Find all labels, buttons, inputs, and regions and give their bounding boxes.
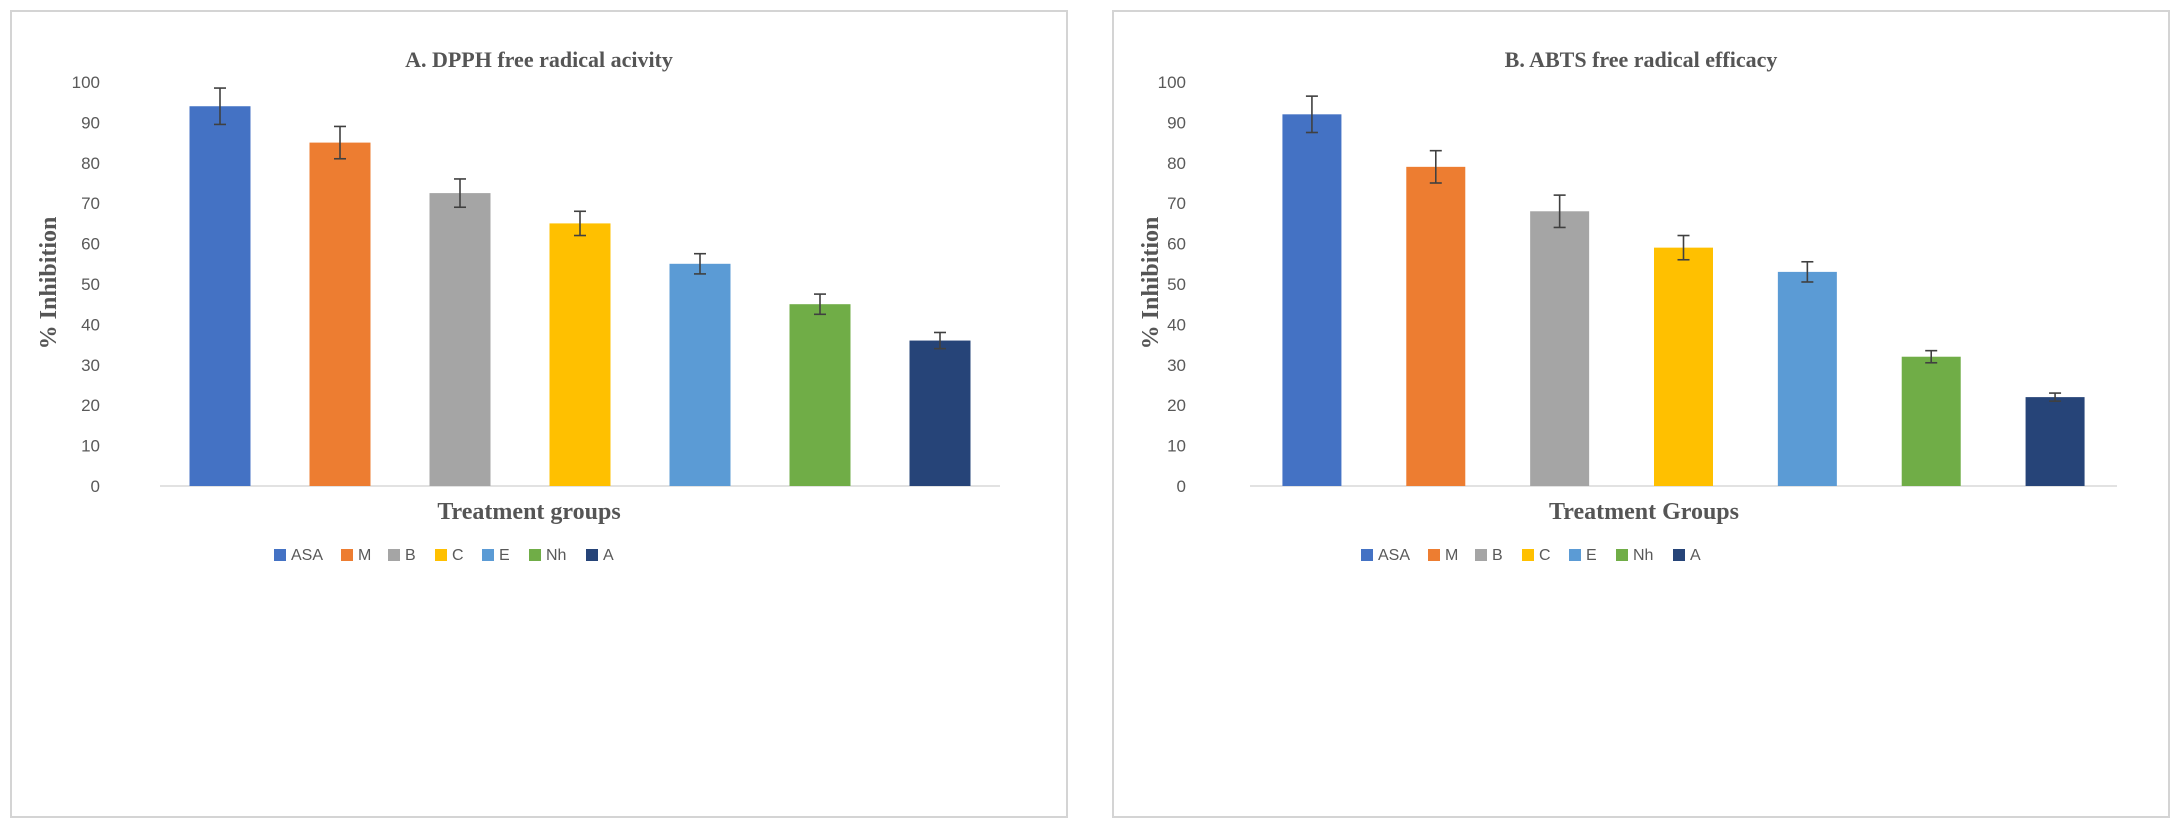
legend-label-e: E	[1586, 547, 1597, 564]
legend-label-asa: ASA	[1378, 547, 1410, 564]
plot-area: 0 10 20 30 40 50 60 70 80 90 100	[1158, 73, 2117, 496]
bar-nh	[789, 304, 851, 486]
legend-label-m: M	[1445, 547, 1458, 564]
legend-swatch-a	[586, 549, 598, 561]
legend-swatch-nh	[1616, 549, 1628, 561]
y-tick-label: 10	[81, 437, 100, 456]
legend-swatch-m	[1428, 549, 1440, 561]
legend-label-nh: Nh	[1633, 547, 1653, 564]
error-bar-c	[1677, 234, 1690, 261]
legend-swatch-c	[435, 549, 447, 561]
y-tick-label: 80	[81, 154, 100, 173]
error-bar-nh	[814, 293, 826, 316]
y-tick-label: 70	[81, 194, 100, 213]
chart-abts: B. ABTS free radical efficacy Treatment …	[1138, 47, 2117, 564]
y-tick-label: 30	[1167, 356, 1186, 375]
y-tick-label: 20	[81, 396, 100, 415]
bar-asa	[189, 106, 251, 487]
error-bar-e	[694, 252, 706, 275]
legend-swatch-e	[1569, 549, 1581, 561]
chart-title: B. ABTS free radical efficacy	[1505, 47, 1778, 72]
y-axis-label: % Inhibition	[36, 217, 62, 350]
y-tick-label: 90	[1167, 113, 1186, 132]
y-tick-label: 80	[1167, 154, 1186, 173]
legend-label-nh: Nh	[546, 547, 566, 564]
error-bar-a	[934, 331, 946, 350]
y-tick-label: 0	[91, 477, 100, 496]
bar-c	[1654, 247, 1713, 486]
legend-swatch-asa	[1361, 549, 1373, 561]
error-bar-b	[1553, 194, 1566, 229]
x-axis-label: Treatment Groups	[1549, 499, 1739, 525]
y-tick-label: 60	[81, 235, 100, 254]
legend-label-a: A	[603, 547, 614, 564]
legend-swatch-e	[482, 549, 494, 561]
legend-swatch-asa	[274, 549, 286, 561]
legend: ASA M B C E Nh A	[1361, 547, 1701, 564]
legend-label-m: M	[358, 547, 371, 564]
legend-label-asa: ASA	[291, 547, 323, 564]
y-tick-label: 10	[1167, 437, 1186, 456]
bar-e	[1777, 271, 1837, 486]
y-tick-label: 50	[81, 275, 100, 294]
bar-m	[309, 142, 371, 486]
bar-asa	[1282, 114, 1342, 486]
error-bar-a	[2049, 392, 2062, 402]
error-bar-asa	[214, 87, 226, 126]
legend-label-b: B	[1492, 547, 1503, 564]
legend-swatch-b	[1475, 549, 1487, 561]
y-tick-label: 100	[1158, 73, 1186, 92]
chart-title: A. DPPH free radical acivity	[405, 47, 673, 72]
legend-swatch-nh	[529, 549, 541, 561]
bar-b	[429, 193, 491, 486]
x-axis-label: Treatment groups	[437, 499, 620, 525]
error-bar-c	[574, 210, 586, 237]
chart-panel-dpph: A. DPPH free radical acivity Treatment g…	[10, 10, 1068, 818]
legend-label-c: C	[1539, 547, 1551, 564]
y-tick-label: 0	[1177, 477, 1186, 496]
y-axis-label: % Inhibition	[1138, 217, 1164, 350]
y-tick-label: 50	[1167, 275, 1186, 294]
bar-a	[2025, 397, 2085, 486]
bar-c	[549, 223, 611, 486]
error-bar-e	[1801, 260, 1814, 283]
bar-nh	[1901, 356, 1961, 486]
y-tick-label: 30	[81, 356, 100, 375]
legend-swatch-b	[388, 549, 400, 561]
legend-swatch-m	[341, 549, 353, 561]
error-bar-b	[454, 178, 466, 209]
legend: ASA M B C E Nh A	[274, 547, 614, 564]
bar-a	[909, 340, 971, 486]
legend-label-c: C	[452, 547, 464, 564]
legend-label-e: E	[499, 547, 510, 564]
y-tick-label: 100	[72, 73, 100, 92]
y-tick-label: 60	[1167, 235, 1186, 254]
legend-swatch-c	[1522, 549, 1534, 561]
error-bar-m	[1429, 149, 1442, 184]
error-bar-asa	[1305, 95, 1318, 134]
y-tick-label: 40	[1167, 315, 1186, 334]
legend-label-b: B	[405, 547, 416, 564]
error-bar-nh	[1925, 349, 1938, 364]
chart-dpph: A. DPPH free radical acivity Treatment g…	[36, 47, 1000, 564]
bar-b	[1530, 211, 1590, 486]
legend-label-a: A	[1690, 547, 1701, 564]
bar-m	[1406, 166, 1466, 486]
error-bar-m	[334, 125, 346, 160]
y-tick-label: 70	[1167, 194, 1186, 213]
y-tick-label: 90	[81, 113, 100, 132]
chart-panel-abts: B. ABTS free radical efficacy Treatment …	[1112, 10, 2170, 818]
legend-swatch-a	[1673, 549, 1685, 561]
bar-e	[669, 263, 731, 486]
plot-area: 0 10 20 30 40 50 60 70 80 90 100	[72, 73, 1000, 496]
y-tick-label: 40	[81, 315, 100, 334]
y-tick-label: 20	[1167, 396, 1186, 415]
